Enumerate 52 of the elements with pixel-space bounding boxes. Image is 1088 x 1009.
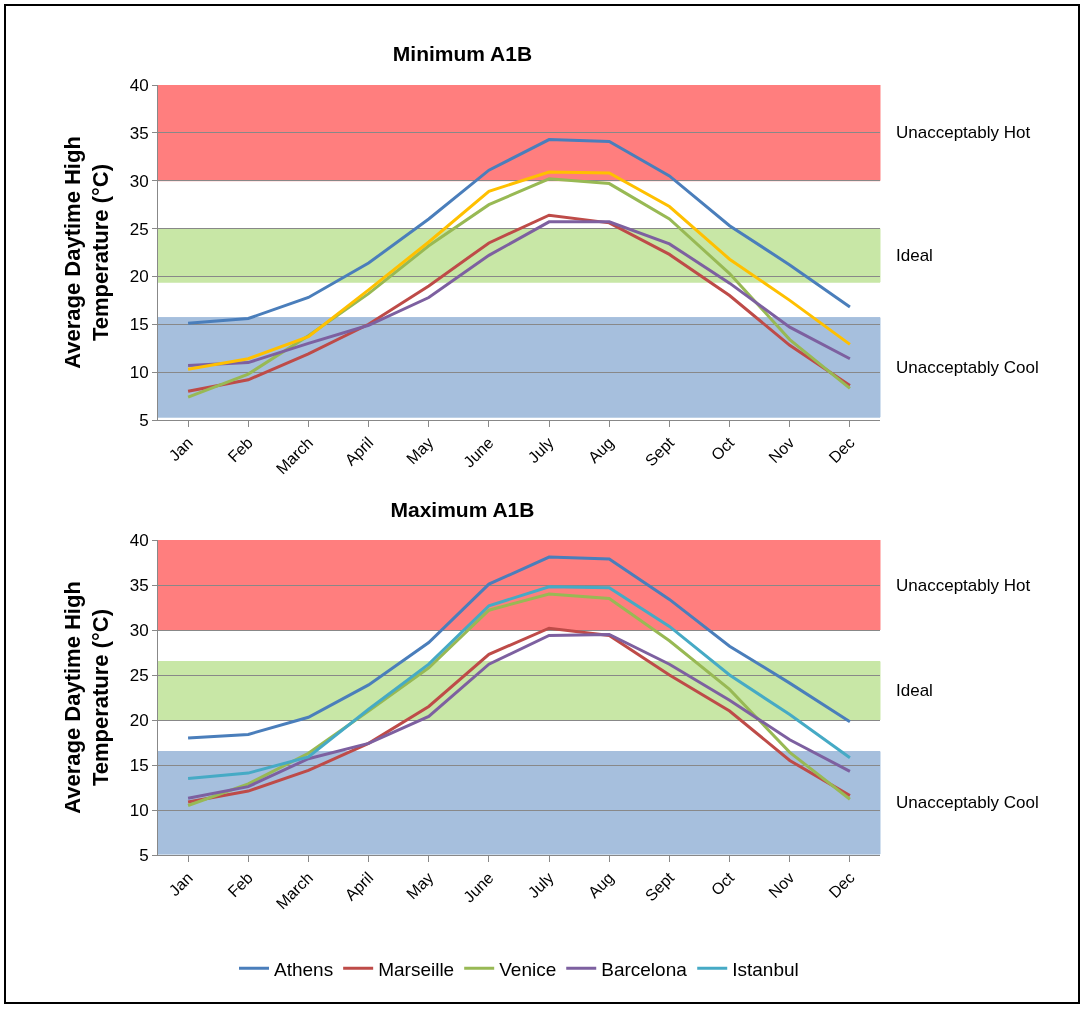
- x-tick-label: Feb: [224, 868, 257, 901]
- x-tick-label: Jan: [165, 868, 196, 900]
- x-tick-label: July: [524, 433, 557, 467]
- y-tick-label: 20: [129, 267, 149, 287]
- band-label: Ideal: [896, 681, 933, 700]
- line-series: [186, 555, 852, 740]
- line-series: [186, 585, 852, 780]
- x-tick-label: Jan: [165, 433, 196, 465]
- x-tick-label: Nov: [765, 433, 798, 467]
- band-label: Unacceptably Hot: [896, 123, 1031, 142]
- y-axis-title: Average Daytime High Temperature (°C): [59, 581, 114, 814]
- chart-title: Minimum A1B: [392, 42, 533, 66]
- x-tick-label: July: [524, 868, 557, 902]
- y-tick-label: 5: [139, 845, 149, 865]
- legend-label: Barcelona: [601, 958, 688, 980]
- y-tick-label: 40: [129, 75, 149, 95]
- x-tick-label: Dec: [825, 433, 858, 467]
- x-tick-label: Aug: [584, 868, 618, 902]
- x-tick-label: Dec: [825, 868, 858, 902]
- x-tick-label: Feb: [224, 433, 257, 466]
- y-tick-label: 30: [129, 171, 149, 191]
- line-series: [186, 138, 852, 325]
- y-tick-label: 30: [129, 620, 149, 640]
- y-tick-label: 20: [129, 710, 149, 730]
- chart-title: Maximum A1B: [390, 498, 535, 522]
- band-label: Unacceptably Cool: [896, 358, 1039, 377]
- x-tick-label: Oct: [707, 433, 738, 464]
- legend-label: Marseille: [378, 958, 455, 980]
- band-label: Unacceptably Cool: [896, 793, 1039, 812]
- line-series: [186, 220, 852, 367]
- y-tick-label: 35: [129, 123, 149, 143]
- y-tick-label: 15: [129, 315, 149, 335]
- line-series: [186, 170, 852, 371]
- x-tick-label: Nov: [765, 868, 798, 902]
- x-tick-label: May: [403, 433, 437, 468]
- y-tick-label: 35: [129, 575, 149, 595]
- y-tick-label: 5: [139, 410, 149, 430]
- x-tick-label: Aug: [584, 433, 618, 467]
- band-label: Ideal: [896, 246, 933, 265]
- y-tick-label: 10: [129, 363, 149, 383]
- y-tick-label: 25: [129, 219, 149, 239]
- x-tick-label: May: [403, 868, 437, 903]
- y-tick-label: 10: [129, 800, 149, 820]
- y-tick-label: 15: [129, 755, 149, 775]
- legend-label: Venice: [499, 958, 557, 980]
- band-label: Unacceptably Hot: [896, 576, 1031, 595]
- legend-label: Athens: [274, 958, 334, 980]
- y-tick-label: 25: [129, 665, 149, 685]
- legend-label: Istanbul: [732, 958, 799, 980]
- y-axis-title: Average Daytime High Temperature (°C): [59, 136, 114, 369]
- y-tick-label: 40: [129, 530, 149, 550]
- x-tick-label: Oct: [707, 868, 738, 899]
